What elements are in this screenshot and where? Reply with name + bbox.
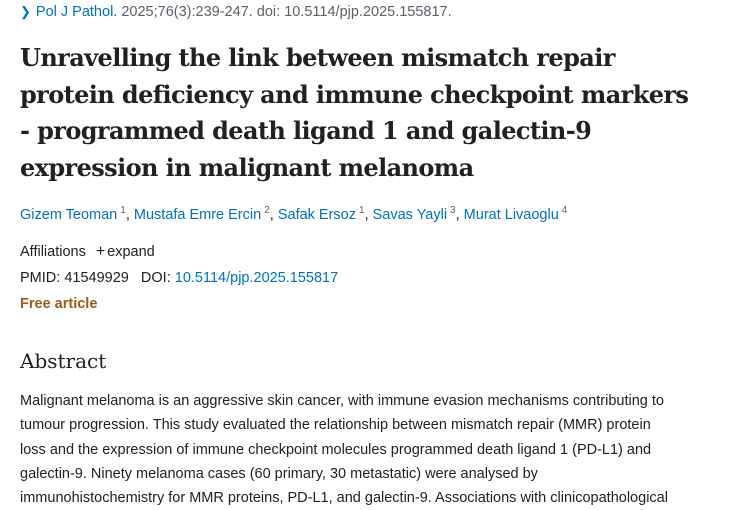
- affiliation-ref[interactable]: 3: [450, 205, 456, 216]
- title-line: Unravelling the link between mismatch re…: [20, 43, 615, 72]
- journal-link[interactable]: Pol J Pathol.: [35, 4, 118, 20]
- author-link[interactable]: Safak Ersoz: [277, 207, 356, 223]
- affiliation-ref[interactable]: 1: [359, 205, 365, 216]
- expand-label[interactable]: expand: [107, 244, 155, 260]
- author-link[interactable]: Savas Yayli: [372, 207, 448, 223]
- affiliations-toggle[interactable]: Affiliations + expand: [20, 243, 155, 261]
- pmid-label: PMID:: [20, 270, 61, 286]
- affiliations-label: Affiliations: [20, 244, 86, 260]
- identifiers: PMID: 41549929 DOI: 10.5114/pjp.2025.155…: [20, 270, 338, 286]
- abstract-heading: Abstract: [20, 349, 107, 373]
- author-link[interactable]: Gizem Teoman: [20, 207, 118, 223]
- title-line: expression in malignant melanoma: [20, 152, 474, 182]
- affiliation-ref[interactable]: 1: [120, 205, 126, 216]
- abstract-text: Malignant melanoma is an aggressive skin…: [20, 389, 668, 510]
- title-line: - programmed death ligand 1 and galectin…: [20, 116, 592, 145]
- affiliation-ref[interactable]: 2: [264, 205, 270, 216]
- abstract-line: galectin-9. Ninety melanoma cases (60 pr…: [20, 465, 538, 482]
- article-title: Unravelling the link between mismatch re…: [20, 40, 689, 186]
- abstract-line: tumour progression. This study evaluated…: [20, 417, 651, 434]
- doi-link[interactable]: 10.5114/pjp.2025.155817: [174, 270, 339, 286]
- citation-details: 2025;76(3):239-247. doi: 10.5114/pjp.202…: [121, 4, 452, 20]
- title-line: protein deficiency and immune checkpoint…: [20, 79, 689, 109]
- author-list: Gizem Teoman 1, Mustafa Emre Ercin 2, Safa…: [20, 205, 568, 223]
- pmid-value: 41549929: [64, 270, 129, 286]
- chevron-right-icon[interactable]: ❯: [20, 4, 31, 19]
- author-link[interactable]: Murat Livaoglu: [463, 207, 559, 223]
- author-link[interactable]: Mustafa Emre Ercin: [133, 207, 262, 223]
- affiliation-ref[interactable]: 4: [561, 205, 568, 216]
- citation: ❯ Pol J Pathol. 2025;76(3):239-247. doi: …: [20, 4, 452, 20]
- abstract-line: immunohistochemistry for MMR proteins, P…: [20, 490, 668, 507]
- doi-label: DOI:: [140, 270, 171, 286]
- plus-icon: +: [95, 243, 106, 260]
- abstract-line: loss and the expression of immune checkp…: [20, 441, 652, 458]
- abstract-line: Malignant melanoma is an aggressive skin…: [20, 393, 664, 409]
- free-article-badge: Free article: [20, 296, 98, 312]
